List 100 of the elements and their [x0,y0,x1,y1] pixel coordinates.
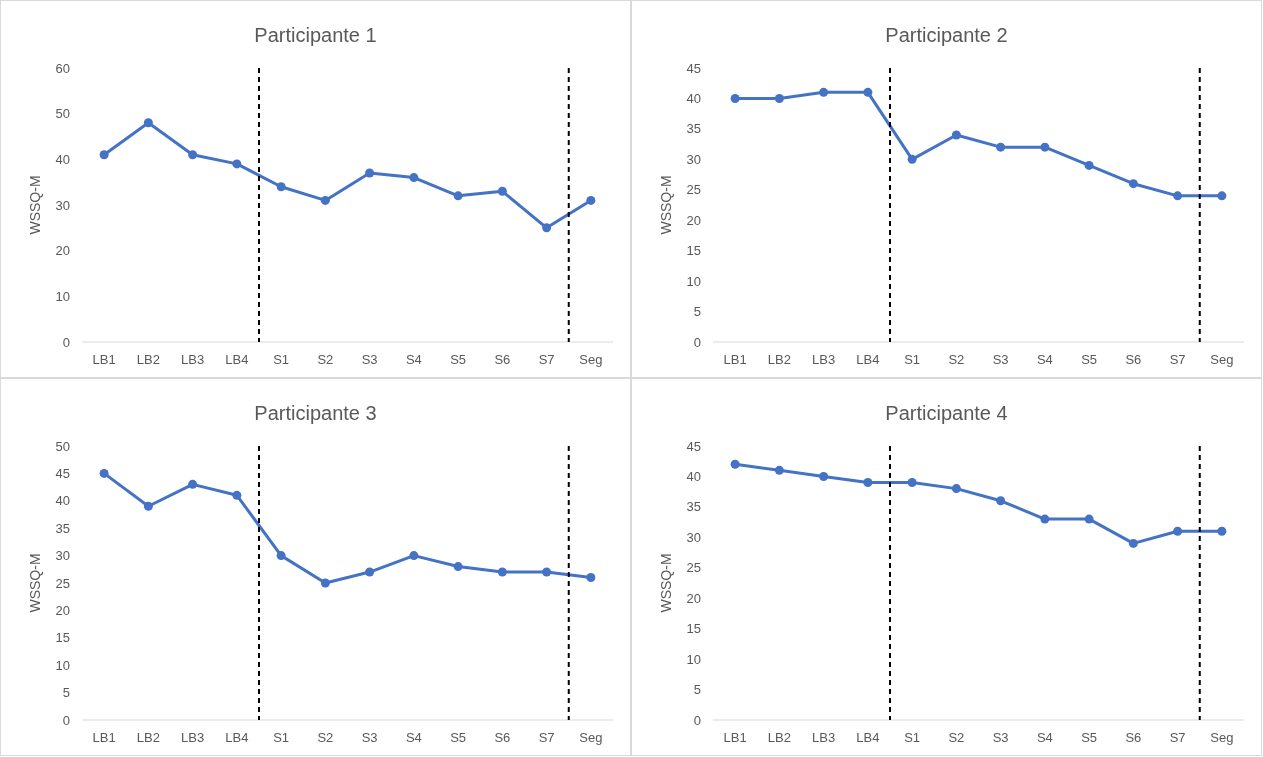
point [907,154,917,164]
x-tick-label: S1 [904,352,921,367]
x-tick-label: Seg [1210,352,1234,367]
x-tick-label: S7 [1169,352,1186,367]
x-tick-label: Seg [579,352,603,367]
x-tick-label: S1 [904,730,921,745]
x-tick-label: S6 [1125,352,1142,367]
y-tick-label: 40 [55,493,70,509]
y-tick-label: 10 [55,288,70,304]
y-tick-label: 50 [55,438,70,454]
y-tick-label: 40 [686,90,701,106]
x-tick-label: S2 [948,730,965,745]
point [188,150,198,160]
y-tick-label: 15 [55,630,70,646]
y-tick-label: 35 [686,499,701,515]
x-tick-label: LB2 [767,352,791,367]
x-tick-label: S7 [538,352,555,367]
chart-title: Participante 1 [254,24,377,46]
x-tick-label: S4 [1036,352,1053,367]
x-tick-label: S5 [450,352,467,367]
point [863,87,873,97]
point [996,496,1006,506]
y-tick-label: 45 [55,465,70,481]
point [774,465,784,475]
point [774,93,784,103]
point [99,150,109,160]
x-tick-label: S5 [450,730,467,745]
x-tick-label: Seg [579,730,603,745]
x-tick-label: LB4 [856,352,880,367]
x-tick-label: S4 [405,730,422,745]
point [586,573,596,583]
point [586,195,596,205]
y-axis-title: WSSQ-M [27,553,43,613]
x-tick-label: S4 [405,352,422,367]
point [232,490,242,500]
y-tick-label: 30 [55,197,70,213]
point [276,551,286,561]
y-tick-label: 5 [693,304,701,320]
x-tick-label: LB4 [856,730,880,745]
x-tick-label: S2 [948,352,965,367]
point [143,118,153,128]
y-tick-label: 25 [55,575,70,591]
y-tick-label: 60 [55,60,70,76]
y-tick-label: 10 [686,651,701,667]
y-tick-label: 25 [686,560,701,576]
point [819,471,829,481]
y-tick-label: 5 [693,682,701,698]
x-tick-label: S3 [361,352,378,367]
x-tick-label: LB3 [812,730,836,745]
x-tick-label: S6 [494,352,511,367]
point [453,191,463,201]
x-tick-label: LB2 [767,730,791,745]
point [1173,191,1183,201]
x-tick-label: LB2 [136,730,160,745]
chart-title: Participante 2 [885,24,1008,46]
point [863,478,873,488]
x-tick-label: S3 [992,352,1009,367]
y-tick-label: 10 [55,657,70,673]
y-tick-label: 35 [55,520,70,536]
point [365,168,375,178]
y-tick-label: 20 [686,212,701,228]
y-axis-title: WSSQ-M [658,175,674,235]
point [730,93,740,103]
x-tick-label: LB1 [723,730,747,745]
point [951,484,961,494]
point [497,186,507,196]
point [1128,179,1138,189]
y-tick-label: 50 [55,106,70,122]
x-tick-label: LB3 [181,352,205,367]
chart-title: Participante 3 [254,402,377,424]
x-tick-label: S3 [361,730,378,745]
point [996,142,1006,152]
x-tick-label: Seg [1210,730,1234,745]
x-tick-label: S7 [1169,730,1186,745]
x-tick-label: LB3 [812,352,836,367]
y-tick-label: 25 [686,182,701,198]
point [99,468,109,478]
y-tick-label: 35 [686,121,701,137]
y-axis-title: WSSQ-M [658,553,674,613]
x-tick-label: S7 [538,730,555,745]
point [1128,538,1138,548]
point [320,195,330,205]
point [951,130,961,140]
point [232,159,242,169]
y-tick-label: 0 [62,712,70,728]
point [365,567,375,577]
point [497,567,507,577]
y-tick-label: 0 [62,334,70,350]
y-tick-label: 30 [55,548,70,564]
point [1217,526,1227,536]
point [542,223,552,233]
point [730,459,740,469]
x-tick-label: LB2 [136,352,160,367]
point [143,501,153,511]
x-tick-label: LB3 [181,730,205,745]
x-tick-label: S3 [992,730,1009,745]
x-tick-label: S5 [1081,730,1098,745]
y-tick-label: 0 [693,334,701,350]
point [1040,142,1050,152]
x-tick-label: S2 [317,730,334,745]
